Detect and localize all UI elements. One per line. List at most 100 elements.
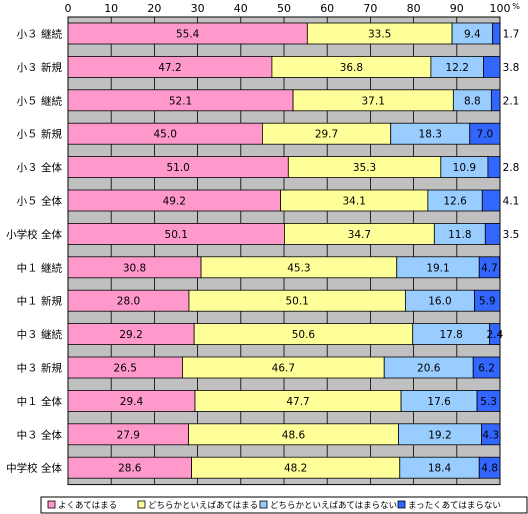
bar-segment	[483, 56, 501, 78]
data-label: 47.7	[286, 396, 309, 408]
data-label: 29.2	[119, 329, 142, 341]
x-tick-label: 70	[363, 2, 377, 15]
data-label-outside: 3.8	[503, 62, 520, 74]
data-label-outside: 2.8	[503, 162, 520, 174]
data-label: 19.1	[426, 262, 449, 274]
x-tick-label: 80	[407, 2, 421, 15]
category-label: 中１ 全体	[17, 395, 63, 408]
data-label: 18.3	[419, 129, 442, 141]
bar-segment	[478, 256, 500, 279]
x-tick-label: 100	[490, 2, 511, 15]
bar-segment	[481, 189, 501, 212]
category-label: 中３ 新規	[17, 362, 63, 375]
bar-segment	[487, 156, 501, 179]
data-label: 34.7	[348, 229, 371, 241]
category-label: 小３ 全体	[17, 161, 63, 174]
x-tick-label: 90	[450, 2, 464, 15]
x-tick-label: 10	[104, 2, 118, 15]
x-tick-label: 60	[320, 2, 334, 15]
bar-segment	[478, 456, 501, 479]
data-label: 30.8	[123, 262, 146, 274]
data-label: 27.9	[117, 429, 140, 441]
data-label: 50.1	[165, 229, 188, 241]
data-label-outside: 3.5	[503, 229, 520, 241]
legend-swatch	[137, 500, 146, 509]
category-label: 中１ 新規	[17, 295, 63, 308]
data-label: 10.9	[453, 162, 476, 174]
data-label-outside: 4.1	[503, 196, 520, 208]
category-label: 小５ 継続	[17, 94, 63, 107]
data-label: 55.4	[176, 29, 200, 41]
bar-segment	[472, 356, 501, 379]
data-label: 50.1	[285, 296, 308, 308]
bar-segment	[492, 22, 501, 45]
data-label: 5.9	[479, 296, 496, 308]
data-label: 28.6	[118, 463, 142, 475]
bar-segment	[481, 423, 501, 446]
data-label: 17.6	[427, 396, 451, 408]
legend-swatch	[259, 500, 268, 509]
data-label: 12.2	[446, 62, 469, 74]
data-label: 46.7	[272, 363, 295, 375]
data-label: 4.3	[482, 429, 499, 441]
data-label: 49.2	[163, 196, 186, 208]
category-label: 中１ 継続	[17, 261, 63, 274]
data-label: 33.5	[368, 29, 391, 41]
data-label-outside: 2.1	[503, 95, 520, 107]
data-label: 20.6	[417, 363, 441, 375]
category-label: 小５ 全体	[17, 195, 63, 208]
data-label: 26.5	[114, 363, 137, 375]
data-label: 2.4	[486, 329, 503, 341]
legend-label: まったくあてはまらない	[408, 501, 501, 511]
x-axis-ticks: 0 10 20 30 40 50 60 70 80 90 100%	[65, 2, 521, 15]
data-label: 45.3	[287, 262, 310, 274]
data-label: 45.0	[154, 129, 177, 141]
data-label: 37.1	[362, 95, 385, 107]
bar-segment	[474, 289, 501, 312]
data-label: 9.4	[464, 29, 481, 41]
legend-box	[40, 496, 528, 514]
data-label-outside: 1.7	[503, 29, 520, 41]
category-label: 小５ 新規	[17, 128, 63, 141]
legend-swatch	[397, 500, 406, 509]
data-label: 16.0	[428, 296, 451, 308]
data-label: 6.2	[478, 363, 495, 375]
legend-label: どちらかといえばあてはまらない	[270, 501, 397, 511]
legend-label: よくあてはまる	[58, 501, 117, 511]
plot-border	[67, 16, 501, 486]
data-label: 35.3	[353, 162, 376, 174]
bar-segment	[469, 122, 501, 145]
data-labels: 55.4 33.5 9.4 1.7 47.2 36.8 12.2 3.8 52.1 37.1 8.8…	[114, 29, 520, 475]
data-label: 52.1	[169, 95, 192, 107]
x-tick-label: 30	[191, 2, 205, 15]
category-label: 小３ 新規	[17, 61, 63, 74]
bar-segment	[489, 323, 501, 346]
data-label: 29.7	[315, 129, 338, 141]
data-label: 8.8	[464, 95, 481, 107]
data-label: 11.8	[448, 229, 471, 241]
bar-segment	[476, 389, 501, 412]
data-label: 48.2	[284, 463, 307, 475]
data-label: 51.0	[166, 162, 189, 174]
category-label: 中学校 全体	[6, 462, 62, 475]
x-axis-unit: %	[512, 2, 520, 11]
category-label: 中３ 全体	[17, 428, 63, 441]
category-label: 中３ 継続	[17, 328, 63, 341]
data-label: 18.4	[428, 463, 452, 475]
data-label: 19.2	[428, 429, 451, 441]
x-tick-label: 50	[277, 2, 291, 15]
data-label: 4.7	[481, 262, 498, 274]
data-label: 50.6	[292, 329, 316, 341]
legend-label: どちらかといえばあてはまる	[148, 501, 258, 511]
x-tick-label: 40	[234, 2, 248, 15]
data-label: 4.8	[481, 463, 498, 475]
data-label: 29.4	[120, 396, 144, 408]
bar-segment	[490, 89, 501, 112]
data-label: 28.0	[117, 296, 140, 308]
x-tick-label: 0	[65, 2, 72, 15]
data-label: 5.3	[480, 396, 497, 408]
data-label: 7.0	[477, 129, 494, 141]
